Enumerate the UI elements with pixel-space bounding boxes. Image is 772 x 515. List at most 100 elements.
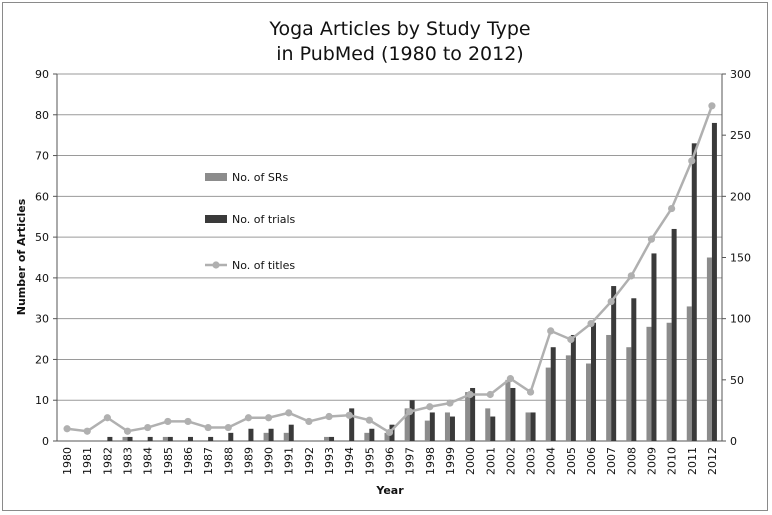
titles-point	[587, 319, 595, 328]
bar-srs	[545, 367, 551, 441]
titles-point	[184, 417, 192, 426]
x-axis-label: Year	[375, 484, 404, 497]
plot-area: 0 10 20 30 40 50 60 70 80 90 0 50 100 150 200 250 300 198…	[35, 68, 751, 475]
y2-tick-label: 150	[730, 252, 751, 265]
x-tick-label: 1999	[444, 447, 457, 475]
titles-point	[164, 417, 172, 426]
bar-srs	[465, 392, 471, 441]
bar-srs	[706, 257, 712, 441]
bar-trials	[228, 432, 234, 441]
titles-point	[385, 428, 394, 437]
bar-trials	[671, 228, 677, 441]
bar-srs	[606, 334, 612, 441]
x-tick-label: 1990	[263, 447, 276, 475]
titles-point	[123, 427, 132, 435]
bar-trials	[208, 436, 214, 441]
bar-trials	[510, 387, 516, 441]
x-tick-label: 1988	[222, 447, 235, 475]
y2-tick-label: 300	[730, 68, 751, 81]
x-tick-label: 2000	[464, 447, 477, 475]
titles-point	[345, 411, 353, 419]
bar-srs	[485, 408, 491, 441]
titles-point	[466, 390, 474, 399]
bar-trials	[530, 412, 536, 441]
bar-trials	[631, 298, 637, 441]
bar-trials	[127, 436, 133, 441]
titles-point	[607, 297, 615, 306]
titles-point	[426, 403, 434, 411]
y2-tick-label: 0	[730, 435, 737, 448]
legend-swatch-titles-point	[212, 261, 220, 269]
x-tick-label: 1995	[363, 447, 376, 475]
bar-srs	[525, 412, 531, 441]
x-tick-label: 2007	[605, 447, 618, 475]
x-tick-label: 2005	[565, 447, 578, 475]
y-tick-label: 30	[35, 313, 49, 326]
x-tick-label: 2001	[484, 447, 497, 475]
y-tick-label: 40	[35, 272, 49, 285]
x-tick-label: 1987	[202, 447, 215, 475]
bar-trials	[409, 400, 415, 441]
x-tick-label: 1982	[101, 447, 114, 475]
x-tick-label: 1989	[242, 447, 255, 475]
legend-label: No. of titles	[232, 259, 295, 272]
bar-srs	[505, 379, 511, 441]
x-tick-label: 1994	[343, 447, 356, 475]
legend-label: No. of trials	[232, 213, 296, 226]
bar-trials	[711, 122, 717, 441]
bar-trials	[550, 347, 556, 441]
bar-trials	[167, 436, 173, 441]
bar-srs	[666, 322, 672, 441]
titles-point	[144, 423, 152, 432]
titles-point	[688, 157, 696, 165]
x-tick-label: 1992	[303, 447, 316, 475]
x-tick-label: 2002	[504, 447, 517, 475]
x-tick-label: 2009	[645, 447, 658, 475]
titles-point	[526, 388, 535, 396]
y-tick-label: 60	[35, 190, 49, 203]
bar-trials	[570, 334, 576, 441]
titles-point	[567, 335, 575, 344]
y-tick-label: 90	[35, 68, 49, 81]
y-tick-label: 70	[35, 150, 49, 163]
titles-point	[708, 102, 716, 110]
x-tick-label: 2004	[545, 447, 558, 475]
titles-point	[285, 409, 293, 417]
bar-srs	[283, 432, 289, 441]
y-tick-label: 0	[42, 435, 49, 448]
x-tick-label: 1997	[404, 447, 417, 475]
y-tick-label: 10	[35, 394, 49, 407]
x-tick-label: 1986	[182, 447, 195, 475]
bar-trials	[268, 428, 274, 441]
titles-point	[305, 417, 313, 426]
titles-point	[244, 414, 253, 422]
x-tick-label: 2012	[706, 447, 719, 475]
bar-trials	[288, 424, 294, 441]
bar-trials	[248, 428, 254, 441]
titles-point	[446, 399, 454, 407]
titles-point	[547, 327, 555, 335]
chart-title-line-2: in PubMed (1980 to 2012)	[276, 43, 523, 65]
bar-trials	[429, 412, 435, 441]
bar-trials	[107, 436, 113, 441]
y2-tick-label: 200	[730, 190, 751, 203]
x-tick-label: 2010	[666, 447, 679, 475]
titles-point	[647, 235, 656, 243]
bar-srs	[444, 412, 450, 441]
bar-trials	[611, 286, 617, 441]
titles-point	[264, 414, 273, 422]
bar-trials	[329, 436, 335, 441]
titles-point	[63, 425, 71, 433]
y-tick-label: 20	[35, 353, 49, 366]
bar-srs	[626, 347, 632, 441]
bar-srs	[122, 436, 128, 441]
legend-label: No. of SRs	[232, 171, 288, 184]
y2-tick-label: 100	[730, 313, 751, 326]
bar-trials	[349, 408, 355, 441]
titles-point	[204, 423, 212, 432]
titles-point	[506, 375, 515, 383]
bar-srs	[586, 363, 592, 441]
x-tick-label: 1996	[384, 447, 397, 475]
